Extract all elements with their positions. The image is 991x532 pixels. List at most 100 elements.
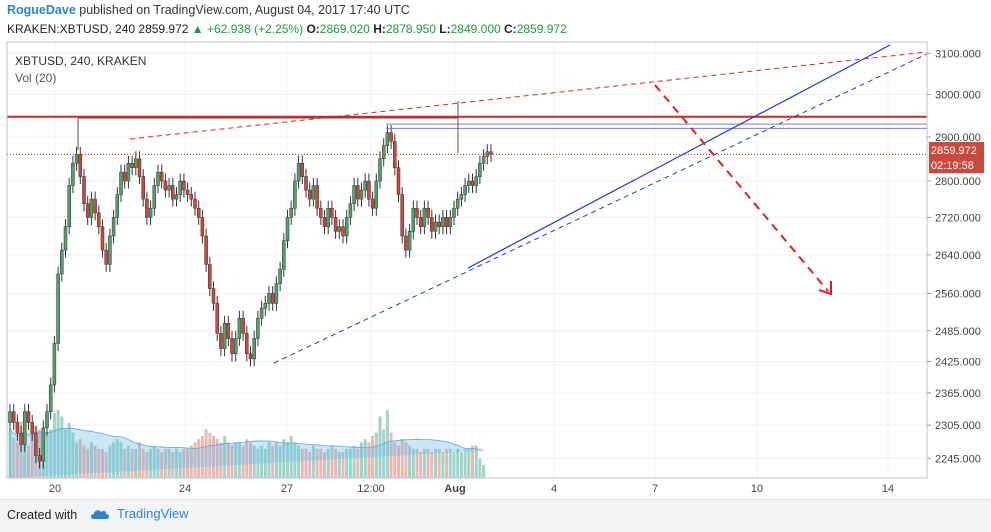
candle-body — [182, 180, 186, 191]
candle-body — [108, 235, 112, 265]
candle-body — [267, 293, 271, 304]
open-label: O: — [306, 22, 320, 36]
volume-bar — [448, 448, 452, 478]
created-with: Created with — [7, 508, 78, 522]
candle-body — [374, 180, 379, 209]
volume-bar — [319, 448, 323, 478]
y-tick-label: 2365.000 — [935, 388, 981, 400]
candle-body — [178, 180, 182, 195]
candle-body — [385, 132, 390, 146]
candle-body — [270, 293, 275, 304]
volume-bar — [441, 452, 445, 478]
author-link[interactable]: RogueDave — [7, 3, 76, 17]
candle-body — [56, 273, 60, 344]
candle-body — [278, 268, 282, 284]
legend-series: XBTUSD, 240, KRAKEN — [15, 54, 146, 68]
candle-body — [252, 338, 256, 360]
candle-body — [433, 221, 438, 232]
candle-body — [200, 217, 205, 237]
volume-bars — [8, 410, 486, 478]
candle-body — [82, 176, 86, 204]
y-tick-label: 3000.000 — [935, 89, 981, 101]
candle-body — [359, 189, 364, 200]
candle-body — [111, 217, 116, 237]
volume-bar — [360, 442, 363, 478]
candle-body — [26, 411, 31, 423]
volume-bar — [71, 432, 75, 478]
candle-body — [15, 422, 20, 434]
close-label: C: — [504, 22, 517, 36]
volume-bar — [274, 442, 278, 478]
candle-body — [282, 240, 286, 270]
up-arrow-icon: ▲ — [191, 22, 204, 36]
volume-bar — [411, 448, 415, 478]
candle-body — [171, 185, 175, 200]
y-tick-label: 2560.000 — [935, 288, 981, 300]
candle-body — [100, 226, 105, 251]
candle-body — [219, 333, 223, 349]
candle-body — [145, 198, 149, 218]
volume-bar — [397, 445, 400, 478]
candle-body — [11, 411, 16, 423]
candle-body — [259, 308, 264, 319]
drawings — [7, 44, 928, 364]
x-tick-label: 7 — [652, 483, 658, 495]
support-trendline-dashed — [273, 53, 928, 364]
candle-body — [230, 338, 234, 354]
candle-body — [63, 226, 68, 251]
chart-grid — [7, 42, 927, 478]
candle-body — [344, 217, 349, 237]
volume-bar — [138, 442, 141, 478]
low-label: L: — [439, 22, 451, 36]
volume-bar — [326, 448, 330, 478]
volume-bar — [167, 448, 171, 478]
candle-body — [341, 226, 345, 237]
price-badge: 2859.972 02:19:58 — [929, 142, 984, 173]
y-tick-label: 2640.000 — [935, 250, 981, 262]
candle-body — [322, 217, 327, 227]
support-trendline — [467, 44, 891, 269]
high-value: 2878.950 — [385, 22, 436, 36]
volume-bar — [300, 448, 304, 478]
price-chart[interactable]: 2245.000 2305.000 2365.000 2425.000 2485.000… — [0, 41, 991, 499]
y-tick-label: 2485.000 — [935, 326, 981, 338]
volume-bar — [215, 439, 219, 478]
candle-body — [71, 162, 75, 186]
brand-label: TradingView — [117, 506, 189, 521]
volume-bar — [219, 442, 223, 478]
volume-bar — [371, 435, 375, 478]
candle-body — [256, 317, 260, 339]
volume-bar — [163, 448, 167, 478]
candle-body — [470, 180, 475, 186]
candle-body — [248, 353, 253, 360]
price-change: +62.938 (+2.25%) — [207, 22, 304, 36]
volume-bar — [134, 448, 138, 478]
candle-body — [115, 194, 120, 218]
volume-bar — [474, 445, 478, 478]
volume-bar — [267, 442, 271, 478]
x-tick-label: 12:00 — [357, 483, 385, 495]
volume-bar — [282, 439, 286, 478]
footer: Created with TradingView — [0, 499, 991, 532]
candle-body — [89, 198, 94, 218]
candle-body — [23, 411, 27, 445]
volume-bar — [126, 445, 130, 478]
volume-bar — [108, 445, 112, 478]
volume-bar — [212, 435, 215, 478]
tradingview-link[interactable]: TradingView — [89, 506, 189, 521]
volume-bar — [101, 448, 104, 478]
volume-bar — [75, 442, 79, 478]
x-tick-label: 20 — [49, 483, 61, 495]
y-tick-label: 3100.000 — [935, 48, 981, 60]
open-value: 2869.020 — [319, 22, 370, 36]
volume-bar — [337, 452, 341, 478]
candle-body — [241, 317, 245, 334]
candle-body — [30, 422, 34, 434]
y-tick-label: 2900.000 — [935, 132, 981, 144]
volume-bar — [482, 465, 486, 478]
symbol-ohlc-line: KRAKEN:XBTUSD, 240 2859.972 ▲ +62.938 (+… — [7, 22, 567, 36]
candle-body — [370, 198, 375, 209]
candle-body — [311, 185, 316, 200]
candle-body — [274, 283, 279, 304]
volume-bar — [15, 442, 19, 478]
